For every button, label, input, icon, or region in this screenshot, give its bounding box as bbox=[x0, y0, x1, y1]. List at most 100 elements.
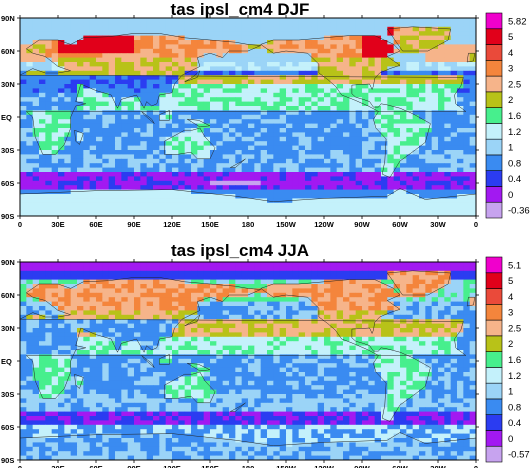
grid-cell bbox=[330, 198, 338, 204]
grid-cell bbox=[146, 26, 154, 32]
grid-cell bbox=[121, 211, 129, 217]
grid-cell bbox=[324, 350, 331, 355]
grid-cell bbox=[349, 66, 357, 72]
grid-cell bbox=[292, 292, 300, 298]
grid-cell bbox=[457, 22, 464, 28]
grid-cell bbox=[298, 79, 306, 85]
grid-cell bbox=[330, 167, 338, 173]
grid-cell bbox=[172, 180, 179, 186]
grid-cell bbox=[400, 92, 407, 98]
grid-cell bbox=[216, 284, 224, 289]
grid-cell bbox=[330, 88, 338, 94]
grid-cell bbox=[425, 284, 433, 289]
grid-cell bbox=[108, 336, 116, 342]
grid-cell bbox=[469, 328, 477, 333]
grid-cell bbox=[457, 279, 464, 285]
grid-cell bbox=[146, 123, 154, 129]
grid-cell bbox=[387, 106, 395, 111]
grid-cell bbox=[273, 301, 281, 307]
grid-cell bbox=[457, 132, 464, 138]
grid-cell bbox=[96, 132, 103, 138]
grid-cell bbox=[203, 189, 211, 195]
grid-cell bbox=[216, 292, 224, 298]
grid-cell bbox=[457, 336, 464, 342]
grid-cell bbox=[444, 336, 452, 342]
grid-cell bbox=[425, 119, 433, 124]
grid-cell bbox=[178, 35, 186, 41]
grid-cell bbox=[292, 136, 300, 142]
grid-cell bbox=[58, 301, 65, 307]
grid-cell bbox=[210, 266, 217, 272]
grid-cell bbox=[305, 314, 312, 320]
grid-cell bbox=[393, 123, 401, 129]
grid-cell bbox=[210, 262, 217, 267]
grid-cell bbox=[39, 310, 46, 316]
grid-cell bbox=[336, 70, 344, 76]
grid-cell bbox=[260, 53, 268, 58]
grid-cell bbox=[273, 279, 281, 285]
grid-cell bbox=[393, 358, 401, 364]
grid-cell bbox=[121, 354, 129, 360]
grid-cell bbox=[58, 57, 65, 63]
grid-cell bbox=[70, 288, 78, 294]
grid-cell bbox=[197, 207, 205, 212]
grid-cell bbox=[83, 180, 91, 186]
grid-cell bbox=[457, 194, 464, 199]
grid-cell bbox=[419, 70, 426, 76]
grid-cell bbox=[343, 207, 350, 212]
grid-cell bbox=[159, 48, 167, 54]
grid-cell bbox=[393, 310, 401, 316]
grid-cell bbox=[146, 341, 154, 346]
grid-cell bbox=[349, 354, 357, 360]
grid-cell bbox=[20, 163, 27, 168]
grid-cell bbox=[463, 207, 471, 212]
grid-cell bbox=[317, 207, 325, 212]
grid-cell bbox=[32, 323, 40, 329]
grid-cell bbox=[26, 358, 34, 364]
grid-cell bbox=[235, 92, 243, 98]
grid-cell bbox=[64, 336, 72, 342]
grid-cell bbox=[51, 284, 59, 289]
grid-cell bbox=[336, 266, 344, 272]
grid-cell bbox=[412, 332, 420, 338]
grid-cell bbox=[191, 332, 198, 338]
grid-cell bbox=[311, 88, 319, 94]
grid-cell bbox=[311, 128, 319, 133]
grid-cell bbox=[229, 345, 236, 351]
grid-cell bbox=[381, 341, 388, 346]
grid-cell bbox=[298, 62, 306, 67]
grid-cell bbox=[273, 211, 281, 217]
grid-cell bbox=[254, 106, 262, 111]
grid-cell bbox=[210, 319, 217, 324]
grid-cell bbox=[457, 141, 464, 146]
grid-cell bbox=[222, 26, 230, 32]
grid-cell bbox=[273, 319, 281, 324]
colorbar-label: 5 bbox=[508, 32, 513, 43]
grid-cell bbox=[355, 292, 363, 298]
colorbar-label: 0 bbox=[508, 190, 513, 201]
grid-cell bbox=[83, 123, 91, 129]
grid-cell bbox=[77, 180, 84, 186]
grid-cell bbox=[51, 211, 59, 217]
grid-cell bbox=[184, 106, 192, 111]
grid-cell bbox=[298, 123, 306, 129]
grid-cell bbox=[267, 88, 274, 94]
grid-cell bbox=[159, 266, 167, 272]
grid-cell bbox=[64, 106, 72, 111]
grid-cell bbox=[153, 341, 160, 346]
grid-cell bbox=[140, 202, 148, 208]
grid-cell bbox=[438, 288, 445, 294]
grid-cell bbox=[317, 297, 325, 302]
grid-cell bbox=[355, 40, 363, 45]
grid-cell bbox=[184, 119, 192, 124]
grid-cell bbox=[26, 319, 34, 324]
grid-cell bbox=[317, 48, 325, 54]
grid-cell bbox=[51, 154, 59, 160]
grid-cell bbox=[355, 172, 363, 177]
grid-cell bbox=[115, 70, 122, 76]
grid-cell bbox=[469, 301, 477, 307]
grid-cell bbox=[222, 44, 230, 50]
grid-cell bbox=[438, 119, 445, 124]
grid-cell bbox=[229, 341, 236, 346]
grid-cell bbox=[279, 323, 287, 329]
